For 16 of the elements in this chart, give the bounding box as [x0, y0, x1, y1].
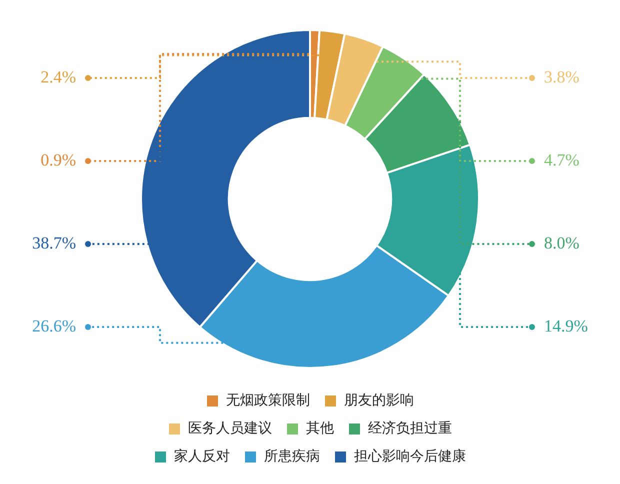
- legend-label: 担心影响今后健康: [354, 448, 466, 465]
- data-label: 38.7%: [32, 233, 76, 252]
- legend-label: 所患疾病: [264, 448, 320, 465]
- data-label: 2.4%: [40, 67, 76, 86]
- legend-label: 其他: [306, 420, 334, 437]
- data-label: 8.0%: [544, 233, 580, 252]
- data-label: 14.9%: [544, 316, 588, 336]
- data-label: 0.9%: [40, 150, 76, 170]
- legend-label: 无烟政策限制: [226, 392, 310, 409]
- legend-label: 朋友的影响: [344, 392, 414, 409]
- legend-label: 医务人员建议: [188, 420, 272, 437]
- data-label: 3.8%: [544, 67, 580, 86]
- legend-label: 家人反对: [174, 448, 230, 465]
- legend-label: 经济负担过重: [368, 420, 452, 437]
- data-label: 26.6%: [32, 316, 76, 336]
- data-label: 4.7%: [544, 150, 580, 170]
